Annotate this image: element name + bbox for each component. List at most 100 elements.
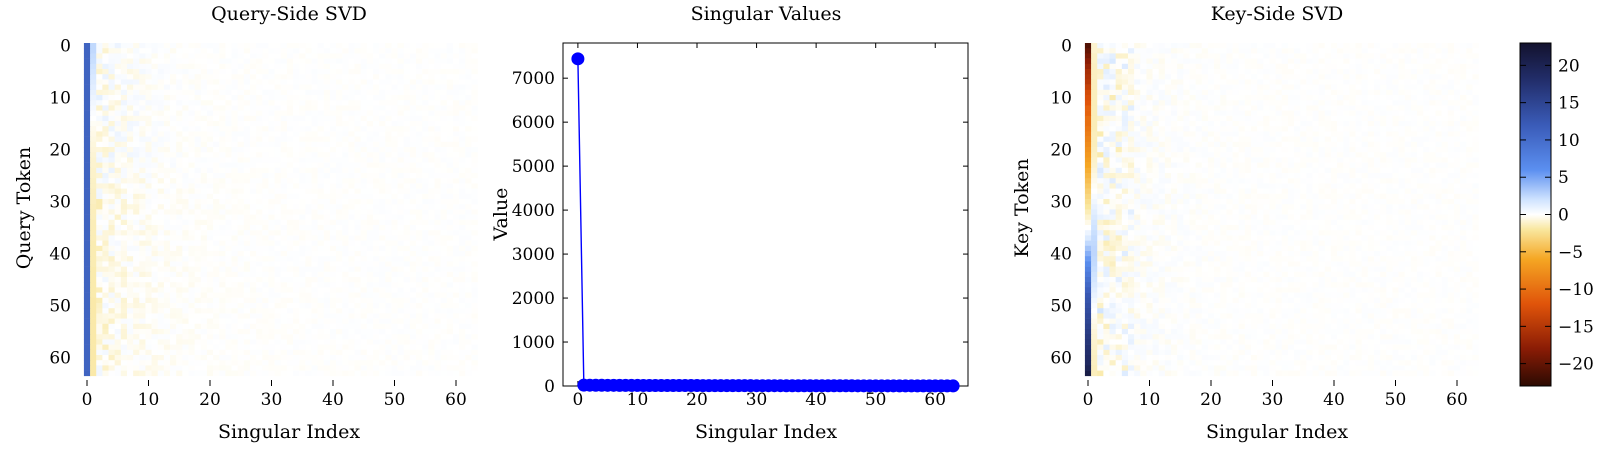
heatmap-cell [416, 329, 423, 335]
heatmap-cell [1423, 74, 1430, 80]
heatmap-cell [170, 339, 177, 345]
heatmap-cell [120, 214, 128, 221]
heatmap-cell [102, 303, 109, 309]
heatmap-cell [170, 209, 177, 215]
heatmap-cell [237, 183, 245, 189]
heatmap-cell [471, 214, 478, 221]
heatmap-cell [379, 141, 386, 148]
heatmap-cell [163, 230, 171, 236]
heatmap-cell [342, 79, 349, 85]
heatmap-cell [243, 334, 251, 340]
heatmap-cell [1152, 48, 1160, 54]
heatmap-cell [225, 271, 232, 278]
heatmap-cell [139, 84, 146, 91]
heatmap-cell [1441, 79, 1449, 85]
heatmap-cell [329, 209, 337, 215]
heatmap-cell [182, 360, 189, 366]
heatmap-cell [151, 193, 159, 200]
heatmap-cell [391, 297, 398, 304]
heatmap-cell [151, 323, 159, 330]
heatmap-cell [372, 183, 380, 189]
heatmap-cell [90, 344, 97, 351]
heatmap-cell [428, 349, 435, 356]
heatmap-cell [139, 100, 146, 106]
heatmap-cell [268, 266, 275, 273]
heatmap-cell [391, 84, 398, 91]
heatmap-cell [329, 240, 337, 247]
heatmap-cell [305, 329, 312, 335]
heatmap-cell [305, 225, 312, 231]
heatmap-cell [1115, 84, 1123, 91]
heatmap-cell [176, 209, 183, 215]
heatmap-cell [409, 209, 417, 215]
heatmap-cell [305, 297, 312, 304]
heatmap-cell [231, 245, 238, 252]
heatmap-cell [133, 240, 140, 247]
heatmap-cell [1195, 69, 1203, 75]
heatmap-cell [465, 282, 472, 288]
heatmap-cell [299, 245, 306, 252]
heatmap-cell [114, 271, 122, 278]
heatmap-cell [108, 360, 115, 366]
heatmap-cell [336, 245, 343, 252]
heatmap-cell [206, 43, 214, 49]
heatmap-cell [120, 63, 128, 70]
heatmap-cell [83, 349, 91, 356]
heatmap-cell [366, 95, 374, 101]
heatmap-cell [219, 121, 226, 127]
heatmap-cell [194, 344, 202, 351]
heatmap-cell [1127, 43, 1135, 49]
heatmap-cell [225, 313, 232, 319]
heatmap-cell [1441, 58, 1449, 65]
heatmap-cell [1134, 95, 1141, 101]
heatmap-cell [434, 204, 441, 210]
heatmap-cell [280, 48, 288, 54]
heatmap-cell [403, 53, 411, 59]
heatmap-cell [446, 214, 454, 221]
heatmap-cell [90, 147, 97, 153]
heatmap-cell [452, 110, 460, 117]
heatmap-cell [139, 318, 146, 325]
heatmap-cell [120, 79, 128, 85]
heatmap-cell [237, 69, 245, 75]
heatmap-cell [385, 349, 392, 356]
heatmap-cell [422, 360, 429, 366]
heatmap-cell [225, 365, 232, 371]
heatmap-cell [151, 48, 159, 54]
heatmap-cell [237, 162, 245, 169]
heatmap-cell [317, 105, 325, 111]
heatmap-cell [403, 334, 411, 340]
heatmap-cell [114, 277, 122, 283]
heatmap-cell [96, 131, 103, 137]
heatmap-cell [182, 95, 189, 101]
singular-values-xlabel: Singular Index [695, 421, 837, 443]
heatmap-cell [188, 105, 195, 111]
heatmap-cell [126, 69, 134, 75]
heatmap-cell [348, 100, 355, 106]
heatmap-cell [465, 157, 472, 163]
heatmap-cell [206, 329, 214, 335]
heatmap-cell [403, 219, 411, 226]
heatmap-cell [170, 136, 177, 143]
heatmap-cell [360, 152, 368, 158]
heatmap-cell [416, 188, 423, 195]
heatmap-cell [1447, 48, 1455, 54]
heatmap-cell [114, 334, 122, 340]
heatmap-cell [323, 43, 331, 49]
heatmap-cell [83, 199, 91, 205]
heatmap-cell [126, 193, 134, 200]
heatmap-cell [90, 89, 97, 96]
heatmap-cell [114, 58, 122, 65]
heatmap-cell [323, 69, 331, 75]
heatmap-cell [176, 245, 183, 252]
heatmap-cell [194, 204, 202, 210]
heatmap-cell [176, 173, 183, 179]
heatmap-cell [1275, 95, 1283, 101]
heatmap-cell [157, 282, 165, 288]
heatmap-cell [151, 235, 159, 241]
heatmap-cell [219, 230, 226, 236]
heatmap-cell [231, 173, 238, 179]
heatmap-cell [1349, 63, 1356, 70]
heatmap-cell [1373, 43, 1381, 49]
heatmap-cell [471, 199, 478, 205]
